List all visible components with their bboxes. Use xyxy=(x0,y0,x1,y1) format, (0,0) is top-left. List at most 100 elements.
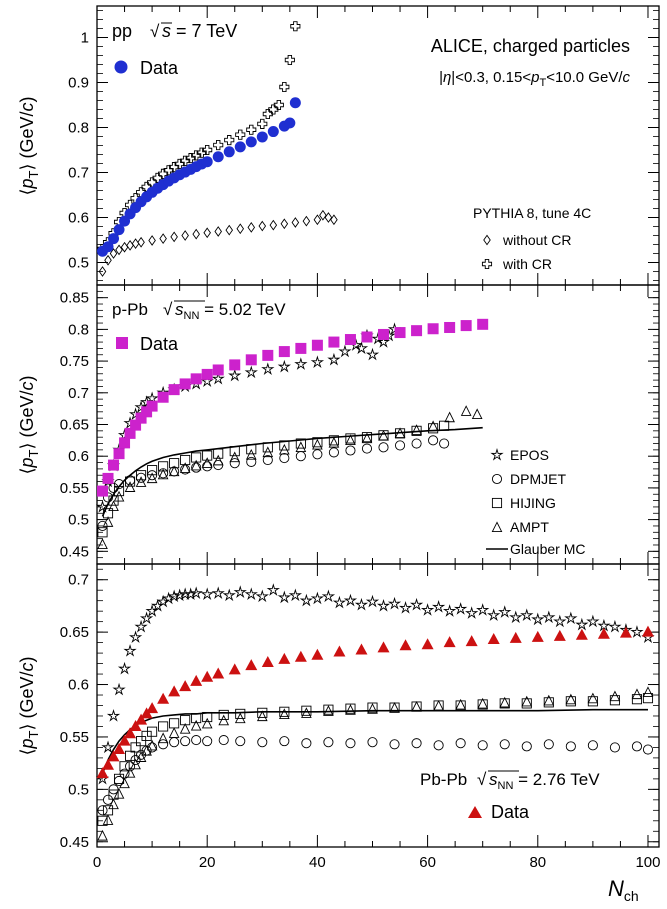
point-pbpb-hijing xyxy=(301,705,312,716)
point-pbpb-data xyxy=(355,643,368,655)
point-pp-without-cr xyxy=(330,214,338,226)
sqrt-sign: √ xyxy=(150,22,160,41)
legend-glyph xyxy=(491,521,503,533)
point-pp-without-cr xyxy=(170,231,178,243)
axis-ticks: 0.5 0.6 0.7 0.8 0.9 1 0.45 0.5 0.55 0.6 0.65 0.7 0.7… xyxy=(60,6,660,871)
point-pbpb-dpmjet xyxy=(565,741,576,752)
point-ppb-data xyxy=(108,459,120,471)
point-pbpb-ampt xyxy=(119,777,130,789)
point-ppb-ampt xyxy=(361,432,373,444)
point-pbpb-hijing xyxy=(521,698,532,709)
point-pbpb-epos xyxy=(288,588,302,602)
point-ppb-data xyxy=(157,391,169,403)
point-pp-with-cr xyxy=(268,104,279,115)
point-pbpb-ampt xyxy=(190,719,202,731)
point-pbpb-data xyxy=(201,670,214,682)
point-pbpb-epos xyxy=(476,603,490,616)
point-pbpb-ampt xyxy=(256,710,268,722)
point-pbpb-data xyxy=(113,743,126,755)
point-pbpb-epos xyxy=(454,602,468,615)
point-pbpb-ampt xyxy=(631,688,643,700)
point-ppb-hijing xyxy=(439,420,450,431)
point-pbpb-hijing xyxy=(119,761,130,772)
point-pbpb-epos xyxy=(420,603,435,616)
point-ppb-data xyxy=(190,373,202,385)
point-ppb-data xyxy=(135,412,147,424)
panel-ppb-frame xyxy=(96,284,660,565)
point-pbpb-ampt xyxy=(301,707,312,718)
point-ppb-hijing xyxy=(202,450,213,461)
point-pbpb-epos xyxy=(128,630,143,644)
point-pbpb-ampt xyxy=(455,698,466,710)
point-pbpb-dpmjet xyxy=(433,740,444,751)
point-pbpb-dpmjet xyxy=(125,761,136,772)
point-ppb-ampt xyxy=(328,436,340,448)
point-ppb-ampt xyxy=(146,472,158,484)
point-pbpb-data xyxy=(641,625,654,637)
point-pbpb-epos xyxy=(134,619,148,633)
point-pp-with-cr xyxy=(279,81,290,93)
point-ppb-ampt xyxy=(427,420,439,432)
point-pp-without-cr xyxy=(98,266,107,277)
point-pbpb-data xyxy=(212,667,225,679)
legend-glyph xyxy=(491,497,503,509)
point-ppb-ampt xyxy=(245,448,257,460)
point-pbpb-ampt xyxy=(102,814,114,825)
sqrt-sign-ppb: √ xyxy=(163,300,173,319)
point-pbpb-data xyxy=(168,685,181,697)
legend-label-hijing: HIJING xyxy=(510,495,556,511)
y-tick-label: 0.75 xyxy=(60,353,89,370)
point-ppb-dpmjet xyxy=(113,479,125,490)
point-pbpb-ampt xyxy=(179,723,191,734)
legend-marker-ppb-data xyxy=(116,337,128,349)
point-pbpb-epos xyxy=(310,591,325,605)
point-ppb-dpmjet xyxy=(202,461,213,472)
point-pbpb-hijing xyxy=(631,694,643,705)
point-ppb-ampt xyxy=(471,408,483,420)
point-pbpb-epos xyxy=(139,611,154,625)
point-pbpb-epos xyxy=(222,588,236,602)
point-pbpb-hijing xyxy=(130,742,141,753)
plot-pp xyxy=(97,21,338,277)
y-axis-title-ppb: ⟨pT⟩ (GeV/c) xyxy=(17,375,41,474)
point-pbpb-ampt xyxy=(477,697,489,709)
legend-glyph xyxy=(481,258,493,270)
point-pbpb-epos xyxy=(487,608,501,622)
point-pbpb-epos xyxy=(354,597,369,611)
y-tick-label: 0.7 xyxy=(68,572,89,589)
point-pbpb-ampt xyxy=(141,745,152,756)
point-pbpb-epos xyxy=(630,625,644,638)
point-pp-without-cr xyxy=(225,224,234,236)
point-pp-with-cr xyxy=(213,139,224,151)
point-ppb-dpmjet xyxy=(102,492,114,503)
point-pbpb-hijing xyxy=(147,726,158,737)
point-ppb-ampt xyxy=(157,468,169,480)
point-pp-without-cr xyxy=(319,209,327,221)
y-axis-title-pp: ⟨pT⟩ (GeV/c) xyxy=(17,96,41,195)
point-pbpb-epos xyxy=(255,589,269,603)
point-pbpb-epos xyxy=(376,598,391,612)
point-ppb-ampt xyxy=(102,516,114,527)
point-ppb-dpmjet xyxy=(411,438,422,449)
point-pbpb-epos xyxy=(442,604,457,617)
point-pbpb-data xyxy=(597,627,610,639)
point-ppb-hijing xyxy=(136,470,147,481)
point-ppb-ampt xyxy=(378,429,389,441)
point-pp-with-cr xyxy=(196,147,207,158)
legend-glyph xyxy=(491,473,503,485)
point-ppb-epos xyxy=(277,359,291,373)
point-ppb-data xyxy=(229,359,241,371)
y-tick-label: 0.8 xyxy=(68,120,89,137)
point-ppb-data xyxy=(124,427,136,439)
point-pbpb-epos xyxy=(184,587,198,601)
legend-marker-pp-data xyxy=(114,60,128,74)
point-pbpb-dpmjet xyxy=(202,736,213,747)
x-axis-title: Nch xyxy=(608,876,639,904)
point-pbpb-data xyxy=(107,750,120,762)
point-pbpb-dpmjet xyxy=(158,739,169,750)
point-ppb-ampt xyxy=(190,459,202,471)
point-pbpb-data xyxy=(118,734,131,746)
point-ppb-ampt xyxy=(135,476,147,487)
point-pbpb-epos xyxy=(233,585,247,598)
point-pp-without-cr xyxy=(324,212,333,223)
